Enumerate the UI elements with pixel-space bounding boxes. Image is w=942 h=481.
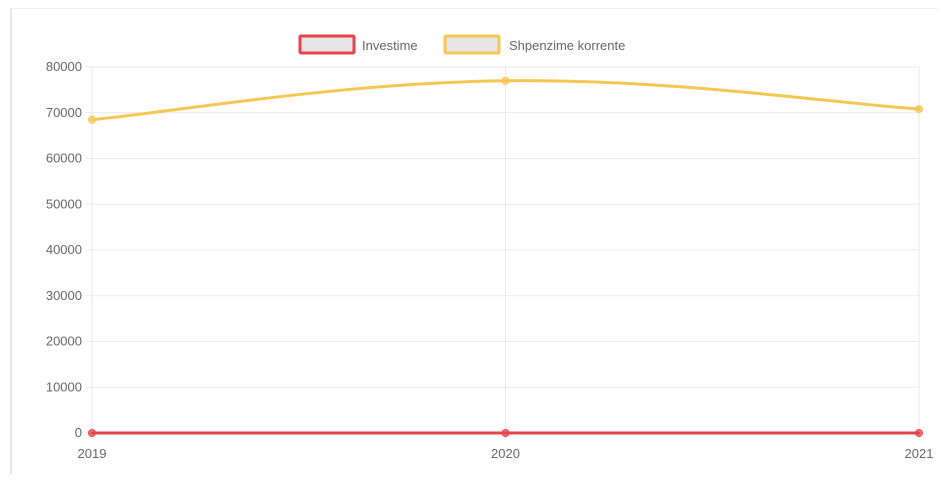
x-tick-label: 2021 bbox=[905, 446, 934, 461]
y-tick-label: 40000 bbox=[46, 242, 82, 257]
legend-swatch-shpenzime-korrente bbox=[443, 34, 501, 55]
y-tick-label: 50000 bbox=[46, 196, 82, 211]
x-axis: 2019 2020 2021 bbox=[78, 446, 934, 461]
legend: Investime Shpenzime korrente bbox=[298, 34, 625, 55]
x-tick-label: 2019 bbox=[78, 446, 107, 461]
y-tick-label: 0 bbox=[75, 425, 82, 440]
y-axis: 0 10000 20000 30000 40000 50000 60000 70000 8000… bbox=[46, 59, 82, 440]
y-tick-label: 30000 bbox=[46, 288, 82, 303]
data-point-investime[interactable] bbox=[501, 429, 510, 437]
data-point-shpenzime-korrente[interactable] bbox=[501, 76, 510, 85]
gridlines bbox=[86, 66, 920, 439]
legend-label-investime: Investime bbox=[362, 38, 418, 53]
legend-label-shpenzime-korrente: Shpenzime korrente bbox=[509, 38, 625, 53]
series-points bbox=[88, 76, 923, 437]
line-chart: Investime Shpenzime korrente 0 10000 20000… bbox=[46, 34, 934, 461]
legend-item-shpenzime-korrente[interactable]: Shpenzime korrente bbox=[443, 34, 625, 55]
data-point-shpenzime-korrente[interactable] bbox=[88, 115, 96, 124]
legend-swatch-investime bbox=[298, 34, 356, 55]
legend-item-investime[interactable]: Investime bbox=[298, 34, 418, 55]
y-tick-label: 20000 bbox=[46, 334, 82, 349]
y-tick-label: 70000 bbox=[46, 105, 82, 120]
data-point-investime[interactable] bbox=[915, 429, 923, 437]
x-tick-label: 2020 bbox=[491, 446, 520, 461]
chart-card: Investime Shpenzime korrente 0 10000 20000… bbox=[10, 8, 938, 474]
y-tick-label: 10000 bbox=[46, 379, 82, 394]
data-point-shpenzime-korrente[interactable] bbox=[915, 105, 923, 114]
y-tick-label: 60000 bbox=[46, 151, 82, 166]
y-tick-label: 80000 bbox=[46, 59, 82, 74]
data-point-investime[interactable] bbox=[88, 429, 96, 437]
